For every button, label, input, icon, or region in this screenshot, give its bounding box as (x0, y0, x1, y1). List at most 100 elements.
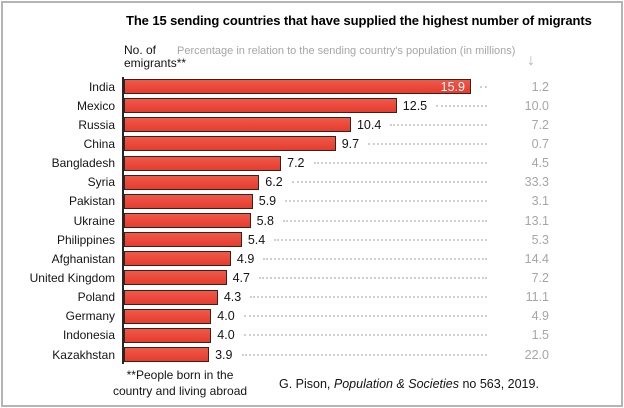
leader-dots (258, 276, 487, 279)
leader-dots (368, 142, 487, 145)
bar-track: 4.3 (122, 287, 497, 307)
population-percentage-value: 11.1 (525, 290, 549, 305)
bar-value-label: 5.4 (247, 232, 266, 247)
chart-row: Russia 10.4 7.2 (6, 115, 551, 135)
bar-chart: India 15.9 1.2 Mexico 12.5 10.0 Russia 1… (6, 77, 551, 365)
country-label: Philippines (56, 232, 115, 247)
bar-value-label: 6.2 (265, 175, 283, 190)
arrow-down-icon: ↓ (527, 52, 535, 69)
population-percentage-value: 1.2 (531, 79, 549, 94)
population-percentage-value: 22.0 (524, 347, 549, 362)
source-issue: no 563, 2019. (458, 377, 539, 391)
chart-row: Ukraine 5.8 13.1 (6, 210, 551, 231)
bar-value-label: 9.7 (341, 136, 360, 151)
chart-row: Philippines 5.4 5.3 (6, 230, 551, 250)
country-label: Afghanistan (51, 251, 115, 266)
emigrants-bar[interactable] (124, 155, 282, 171)
leader-dots (243, 315, 487, 318)
bar-value-label: 4.3 (223, 290, 242, 305)
population-percentage-value: 14.4 (524, 251, 549, 266)
emigrants-bar[interactable]: 15.9 (124, 79, 471, 95)
chart-row: Indonesia 4.0 1.5 (6, 325, 551, 345)
bar-track: 5.4 (122, 230, 497, 250)
emigrants-bar[interactable] (124, 98, 397, 114)
population-percentage-value: 10.0 (524, 98, 549, 113)
emigrants-bar[interactable] (124, 270, 227, 286)
bar-value-label: 4.7 (232, 270, 250, 285)
population-percentage-value: 4.5 (531, 156, 549, 171)
leader-dots (250, 296, 487, 299)
chart-row: Pakistan 5.9 3.1 (6, 191, 551, 211)
emigrants-bar[interactable] (124, 136, 336, 152)
population-percentage-value: 4.9 (531, 309, 549, 324)
population-percentage-value: 7.2 (531, 117, 549, 132)
leader-dots (291, 181, 487, 184)
bar-track: 15.9 (122, 77, 497, 97)
emigrants-bar[interactable] (124, 213, 251, 229)
country-label: United Kingdom (29, 270, 115, 285)
bar-track: 12.5 (122, 96, 497, 116)
emigrants-bar[interactable] (124, 251, 231, 267)
emigrants-bar[interactable] (124, 117, 351, 133)
country-label: Kazakhstan (52, 347, 115, 362)
source-author: G. Pison, (279, 377, 334, 391)
source-citation: G. Pison, Population & Societies no 563,… (279, 377, 539, 391)
bar-track: 4.9 (122, 249, 497, 269)
population-percentage-value: 33.3 (524, 175, 549, 190)
chart-row: Syria 6.2 33.3 (6, 172, 551, 192)
footnote-line-2: country and living abroad (112, 384, 248, 398)
leader-dots (274, 238, 487, 241)
country-label: Bangladesh (51, 156, 115, 171)
bar-track: 4.0 (122, 325, 497, 345)
emigrants-bar[interactable] (124, 174, 260, 190)
leader-dots (390, 123, 487, 126)
population-percentage-value: 1.5 (531, 328, 549, 343)
emigrants-bar[interactable] (124, 308, 212, 324)
emigrants-bar[interactable] (124, 289, 218, 305)
population-percentage-value: 7.2 (531, 270, 549, 285)
chart-row: Afghanistan 4.9 14.4 (6, 249, 551, 269)
footnote-line-1: **People born in the (126, 368, 234, 382)
bar-track: 4.7 (122, 268, 497, 288)
bar-track: 5.9 (122, 191, 497, 211)
emigrants-bar[interactable] (124, 347, 210, 363)
leader-dots (313, 162, 487, 165)
emigrants-bar[interactable] (124, 232, 242, 248)
population-percentage-value: 13.1 (524, 213, 549, 228)
chart-row: Germany 4.0 4.9 (6, 306, 551, 326)
leader-dots (263, 257, 487, 260)
bar-track: 4.0 (122, 306, 497, 326)
leader-dots (243, 334, 487, 337)
chart-row: Poland 4.3 11.1 (6, 287, 551, 307)
leader-dots (480, 85, 487, 88)
population-percentage-value: 0.7 (531, 136, 549, 151)
bar-track: 10.4 (122, 115, 497, 135)
leader-dots (285, 200, 487, 203)
bar-value-label-inside: 15.9 (440, 79, 465, 94)
emigrants-bar[interactable] (124, 193, 253, 209)
leader-dots (241, 353, 487, 356)
country-label: India (88, 79, 115, 94)
country-label: Indonesia (62, 328, 115, 343)
emigrants-axis-label: No. of emigrants** (124, 43, 187, 70)
country-label: Syria (87, 175, 115, 190)
bar-track: 9.7 (122, 134, 497, 154)
chart-row: China 9.7 0.7 (6, 134, 551, 154)
country-label: Poland (77, 290, 115, 305)
leader-dots (282, 219, 487, 222)
chart-row: Mexico 12.5 10.0 (6, 96, 551, 116)
leader-dots (436, 104, 487, 107)
bar-value-label: 10.4 (356, 117, 382, 132)
country-label: China (83, 136, 115, 151)
bar-value-label: 5.8 (256, 213, 274, 228)
chart-row: Kazakhstan 3.9 22.0 (6, 344, 551, 365)
emigrants-bar[interactable] (124, 327, 212, 343)
source-journal: Population & Societies (333, 377, 459, 391)
country-label: Russia (78, 117, 115, 132)
population-percentage-value: 3.1 (531, 194, 549, 209)
population-percentage-value: 5.3 (531, 232, 549, 247)
chart-row: Bangladesh 7.2 4.5 (6, 153, 551, 173)
country-label: Ukraine (73, 213, 115, 228)
bar-track: 7.2 (122, 153, 497, 173)
bar-track: 6.2 (122, 172, 497, 192)
